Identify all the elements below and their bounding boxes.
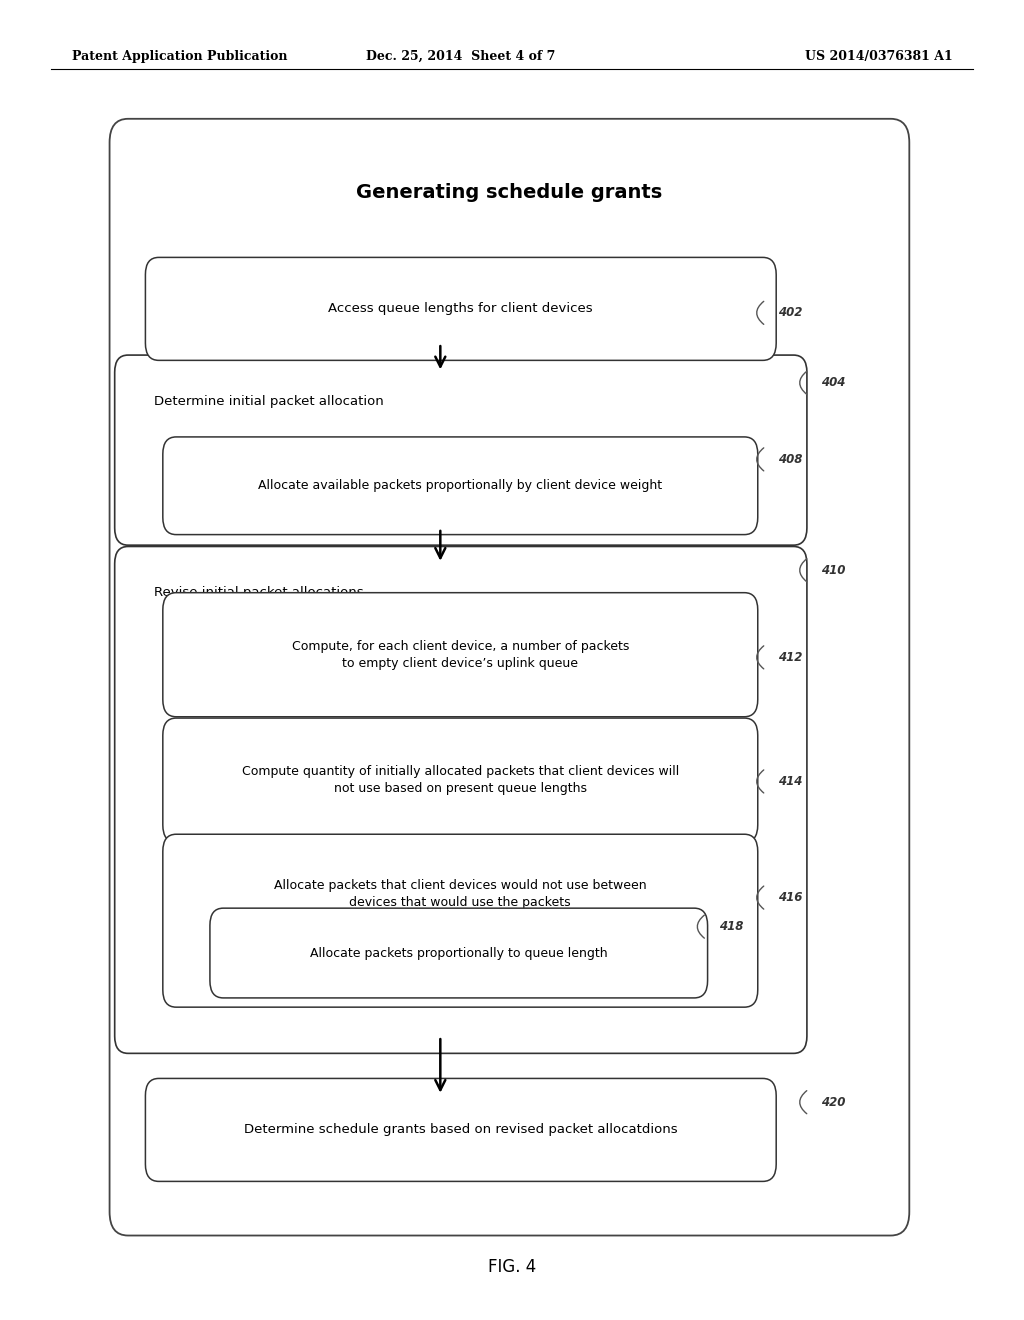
FancyBboxPatch shape <box>210 908 708 998</box>
Text: Determine initial packet allocation: Determine initial packet allocation <box>154 395 383 408</box>
Text: Generating schedule grants: Generating schedule grants <box>356 183 663 202</box>
Text: Dec. 25, 2014  Sheet 4 of 7: Dec. 25, 2014 Sheet 4 of 7 <box>367 50 555 63</box>
FancyBboxPatch shape <box>115 355 807 545</box>
Text: 416: 416 <box>778 891 803 904</box>
FancyBboxPatch shape <box>163 834 758 1007</box>
FancyBboxPatch shape <box>115 546 807 1053</box>
Text: 418: 418 <box>719 920 743 933</box>
FancyBboxPatch shape <box>110 119 909 1236</box>
FancyBboxPatch shape <box>163 593 758 717</box>
Text: 408: 408 <box>778 453 803 466</box>
Text: Compute quantity of initially allocated packets that client devices will
not use: Compute quantity of initially allocated … <box>242 766 679 795</box>
Text: 410: 410 <box>821 564 846 577</box>
Text: Compute, for each client device, a number of packets
to empty client device’s up: Compute, for each client device, a numbe… <box>292 640 629 669</box>
Text: US 2014/0376381 A1: US 2014/0376381 A1 <box>805 50 952 63</box>
FancyBboxPatch shape <box>145 257 776 360</box>
Text: Access queue lengths for client devices: Access queue lengths for client devices <box>329 302 593 315</box>
FancyBboxPatch shape <box>163 718 758 842</box>
FancyBboxPatch shape <box>163 437 758 535</box>
Text: FIG. 4: FIG. 4 <box>487 1258 537 1276</box>
Text: Allocate packets proportionally to queue length: Allocate packets proportionally to queue… <box>310 946 607 960</box>
Text: Revise initial packet allocations: Revise initial packet allocations <box>154 586 364 599</box>
Text: Allocate available packets proportionally by client device weight: Allocate available packets proportionall… <box>258 479 663 492</box>
Text: 404: 404 <box>821 376 846 389</box>
Text: 414: 414 <box>778 775 803 788</box>
Text: Determine schedule grants based on revised packet allocatdions: Determine schedule grants based on revis… <box>244 1123 678 1137</box>
FancyBboxPatch shape <box>145 1078 776 1181</box>
Text: 402: 402 <box>778 306 803 319</box>
Text: 420: 420 <box>821 1096 846 1109</box>
Text: 412: 412 <box>778 651 803 664</box>
Text: Allocate packets that client devices would not use between
devices that would us: Allocate packets that client devices wou… <box>274 879 646 908</box>
Text: Patent Application Publication: Patent Application Publication <box>72 50 287 63</box>
